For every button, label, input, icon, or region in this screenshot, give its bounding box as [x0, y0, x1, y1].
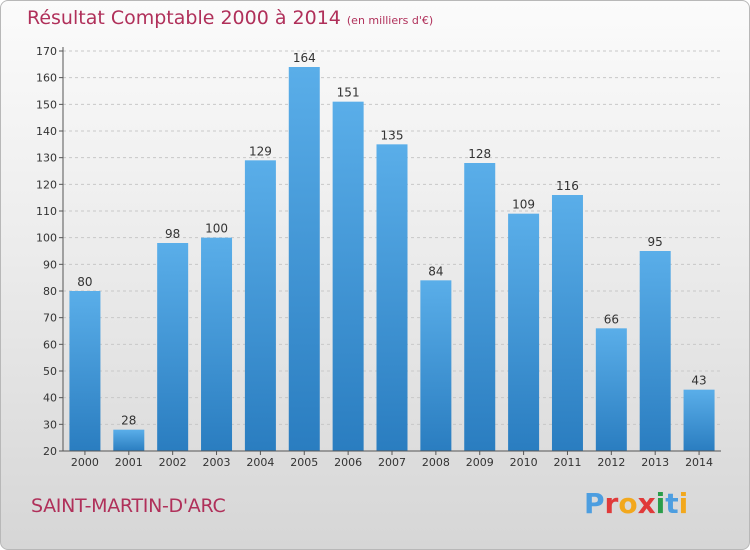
commune-name: SAINT-MARTIN-D'ARC: [31, 495, 226, 517]
data-labels: 80 28 98 100 129 164 151 135 84 128 109 116 66 95 43: [77, 51, 706, 428]
bar-2006: [332, 101, 364, 452]
bar-2010: [508, 213, 540, 451]
x-tick-label: 2003: [203, 456, 231, 469]
y-tick-label: 60: [43, 338, 57, 351]
y-tick-label: 70: [43, 312, 57, 325]
bar-2002: [157, 243, 189, 451]
bar-2004: [244, 160, 276, 452]
logo-letter: x: [637, 487, 656, 520]
bar-value-label: 109: [512, 198, 535, 212]
x-tick-label: 2006: [334, 456, 362, 469]
x-tick-label: 2014: [685, 456, 713, 469]
x-tick-label: 2011: [553, 456, 581, 469]
x-tick-label: 2012: [597, 456, 625, 469]
y-tick-label: 40: [43, 392, 57, 405]
bar-value-label: 116: [556, 179, 579, 193]
chart-subtitle: (en milliers d'€): [346, 14, 434, 27]
logo-letter: i: [655, 487, 666, 520]
bar-value-label: 164: [293, 51, 316, 65]
x-tick-label: 2002: [159, 456, 187, 469]
bar-2003: [201, 237, 233, 451]
bar-value-label: 95: [648, 235, 663, 249]
bar-value-label: 66: [604, 312, 619, 326]
y-tick-label: 80: [43, 285, 57, 298]
bar-value-label: 129: [249, 144, 272, 158]
chart-title: Résultat Comptable 2000 à 2014: [27, 7, 341, 29]
bar-2007: [376, 144, 408, 452]
chart-title-block: Résultat Comptable 2000 à 2014 (en millie…: [27, 7, 433, 29]
bar-value-label: 100: [205, 222, 228, 236]
logo-letter: t: [665, 487, 679, 520]
bar-value-label: 151: [337, 86, 360, 100]
x-tick-label: 2001: [115, 456, 143, 469]
y-tick-label: 30: [43, 418, 57, 431]
bar-2001: [113, 429, 145, 451]
y-tick-label: 50: [43, 365, 57, 378]
x-tick-label: 2010: [510, 456, 538, 469]
y-tick-label: 90: [43, 258, 57, 271]
logo-letter: P: [584, 487, 605, 520]
x-tick-label: 2005: [290, 456, 318, 469]
logo-letter: o: [618, 487, 638, 520]
bar-2009: [464, 163, 496, 451]
y-tick-label: 120: [36, 178, 57, 191]
y-tick-label: 170: [36, 45, 57, 58]
bar-2011: [551, 195, 583, 451]
bar-value-label: 135: [381, 128, 404, 142]
y-tick-label: 20: [43, 445, 57, 458]
bar-value-label: 80: [77, 275, 92, 289]
x-tick-label: 2009: [466, 456, 494, 469]
bar-value-label: 28: [121, 414, 136, 428]
proxiti-logo: Proxiti: [584, 487, 688, 520]
bars: [69, 67, 715, 452]
logo-letter: i: [678, 487, 689, 520]
bar-2012: [595, 328, 627, 451]
bar-value-label: 84: [428, 264, 443, 278]
y-tick-label: 160: [36, 72, 57, 85]
bar-2000: [69, 291, 101, 451]
y-tick-label: 130: [36, 152, 57, 165]
y-tick-label: 140: [36, 125, 57, 138]
x-tick-label: 2008: [422, 456, 450, 469]
y-tick-label: 110: [36, 205, 57, 218]
logo-letter: r: [604, 487, 619, 520]
bar-2008: [420, 280, 452, 451]
y-tick-label: 100: [36, 232, 57, 245]
bar-value-label: 98: [165, 227, 180, 241]
bar-2005: [288, 67, 320, 451]
x-tick-label: 2013: [641, 456, 669, 469]
y-tick-label: 150: [36, 98, 57, 111]
bar-value-label: 128: [468, 147, 491, 161]
y-axis-ticks: 20 30 40 50 60 70 80 90 100 110 120 130 140 150 160 170: [36, 45, 63, 458]
x-axis-ticks: 2000 2001 2002 2003 2004 2005 2006 2007 2008 2009…: [71, 451, 713, 469]
bar-value-label: 43: [691, 374, 706, 388]
x-tick-label: 2007: [378, 456, 406, 469]
bar-2013: [639, 251, 671, 451]
bar-2014: [683, 389, 715, 451]
x-tick-label: 2004: [246, 456, 274, 469]
x-tick-label: 2000: [71, 456, 99, 469]
